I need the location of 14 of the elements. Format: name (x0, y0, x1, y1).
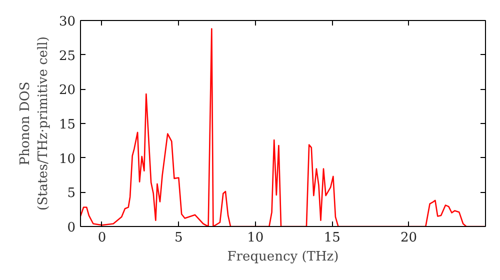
x-tick-label: 5 (174, 230, 183, 246)
y-tick-label: 15 (58, 118, 76, 132)
y-tick-label: 5 (67, 186, 76, 202)
x-tick-label: 15 (324, 230, 340, 246)
x-axis-title: Frequency (THz) (227, 250, 339, 264)
x-tick-label: 20 (400, 230, 418, 246)
y-tick-label: 20 (58, 83, 76, 98)
y-axis-title: Phonon DOS (States/THz·primitive cell) (18, 36, 51, 210)
y-tick-label: 0 (67, 220, 76, 236)
x-tick-label: 0 (98, 230, 106, 246)
y-tick-label: 30 (58, 14, 76, 30)
x-tick-label: 10 (247, 230, 264, 246)
y-tick-label: 25 (58, 48, 76, 64)
y-tick-label: 10 (58, 152, 76, 167)
